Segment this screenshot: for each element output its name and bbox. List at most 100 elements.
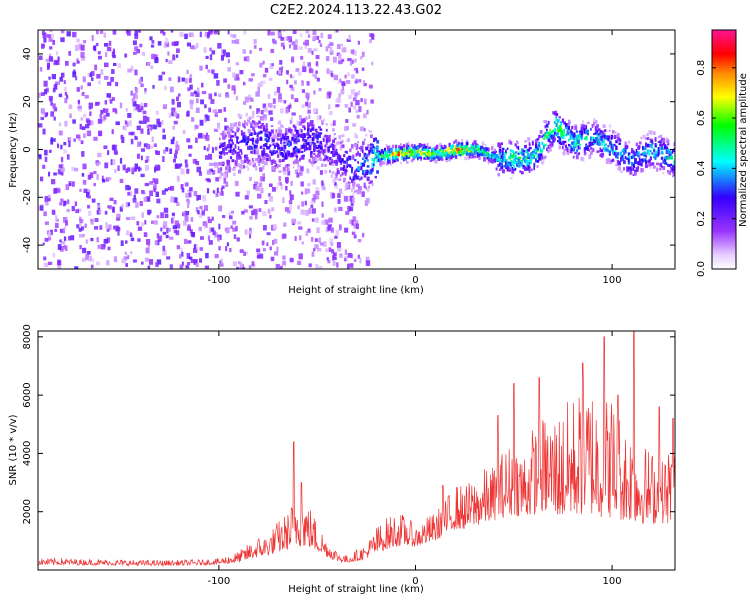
heatmap-cell [208, 107, 212, 113]
heatmap-cell [615, 164, 619, 167]
heatmap-cell [242, 124, 246, 128]
heatmap-cell [259, 47, 263, 51]
heatmap-cell [334, 177, 338, 181]
heatmap-cell [284, 207, 290, 212]
heatmap-cell [353, 172, 358, 176]
heatmap-cell [235, 39, 240, 45]
heatmap-cell [448, 154, 451, 158]
heatmap-cell [63, 200, 66, 207]
heatmap-cell [299, 33, 303, 38]
heatmap-cell [229, 135, 233, 138]
heatmap-cell [179, 163, 183, 167]
heatmap-cell [339, 43, 344, 47]
heatmap-cell [431, 152, 434, 156]
heatmap-cell [340, 167, 343, 171]
heatmap-cell [561, 140, 565, 146]
heatmap-cell [668, 171, 671, 176]
heatmap-cell [461, 151, 464, 156]
heatmap-cell [665, 146, 669, 151]
heatmap-cell [53, 107, 58, 112]
heatmap-cell [448, 142, 451, 147]
heatmap-cell [308, 207, 312, 214]
heatmap-cell [615, 140, 618, 144]
heatmap-cell [251, 73, 255, 77]
heatmap-cell [271, 187, 276, 192]
heatmap-cell [249, 227, 252, 234]
heatmap-cell [393, 155, 396, 160]
heatmap-cell [571, 136, 574, 140]
heatmap-cell [363, 153, 366, 158]
heatmap-cell [240, 151, 243, 155]
heatmap-cell [626, 166, 629, 171]
heatmap-cell [60, 30, 65, 34]
heatmap-cell [50, 102, 53, 106]
heatmap-cell [167, 51, 170, 56]
heatmap-cell [498, 143, 502, 148]
heatmap-cell [288, 168, 290, 172]
heatmap-cell [602, 124, 605, 128]
heatmap-cell [115, 81, 119, 87]
heatmap-cell [580, 130, 584, 136]
heatmap-cell [289, 129, 292, 134]
heatmap-cell [314, 135, 317, 139]
colorbar-tick-label: 0.4 [696, 160, 707, 176]
heatmap-cell [610, 148, 612, 152]
heatmap-cell [221, 185, 225, 189]
heatmap-cell [227, 67, 231, 72]
heatmap-cell [189, 187, 193, 192]
heatmap-cell [264, 133, 267, 137]
heatmap-cell [387, 160, 389, 165]
heatmap-cell [274, 90, 277, 96]
heatmap-cell [522, 149, 526, 153]
heatmap-cell [560, 126, 562, 131]
heatmap-cell [585, 129, 588, 134]
heatmap-cell [203, 145, 206, 151]
heatmap-cell [201, 210, 205, 216]
heatmap-cell [327, 149, 330, 153]
heatmap-cell [318, 237, 321, 244]
heatmap-cell [168, 236, 174, 240]
heatmap-cell [240, 165, 243, 169]
heatmap-cell [64, 87, 67, 91]
heatmap-cell [162, 104, 167, 110]
heatmap-cell [536, 146, 540, 151]
heatmap-cell [164, 213, 169, 218]
colorbar-tick-label: 0.0 [696, 261, 707, 277]
heatmap-cell [313, 248, 316, 252]
heatmap-cell [318, 149, 320, 152]
heatmap-cell [671, 174, 674, 178]
heatmap-cell [637, 147, 639, 150]
heatmap-cell [596, 132, 599, 136]
heatmap-cell [61, 163, 64, 169]
heatmap-cell [229, 148, 232, 153]
heatmap-cell [303, 117, 307, 122]
heatmap-cell [653, 131, 656, 135]
heatmap-cell [48, 235, 52, 241]
heatmap-cell [332, 154, 334, 158]
heatmap-cell [487, 153, 491, 157]
heatmap-cell [237, 113, 241, 118]
heatmap-cell [278, 176, 282, 182]
heatmap-cell [388, 149, 391, 154]
heatmap-cell [57, 169, 62, 175]
heatmap-cell [97, 244, 101, 249]
heatmap-cell [310, 151, 313, 154]
heatmap-cell [371, 61, 374, 66]
heatmap-cell [500, 164, 502, 167]
heatmap-cell [113, 62, 117, 66]
heatmap-cell [268, 110, 273, 115]
heatmap-cell [451, 151, 455, 155]
heatmap-cell [318, 157, 320, 160]
heatmap-cell [593, 122, 596, 126]
heatmap-cell [222, 130, 225, 137]
heatmap-cell [297, 148, 301, 151]
heatmap-cell [377, 152, 381, 157]
heatmap-cell [337, 80, 342, 84]
heatmap-cell [322, 118, 326, 122]
heatmap-cell [153, 143, 157, 147]
heatmap-cell [439, 150, 441, 155]
heatmap-cell [96, 174, 99, 180]
heatmap-cell [207, 32, 210, 38]
heatmap-cell [95, 42, 99, 47]
heatmap-cell [236, 159, 238, 163]
